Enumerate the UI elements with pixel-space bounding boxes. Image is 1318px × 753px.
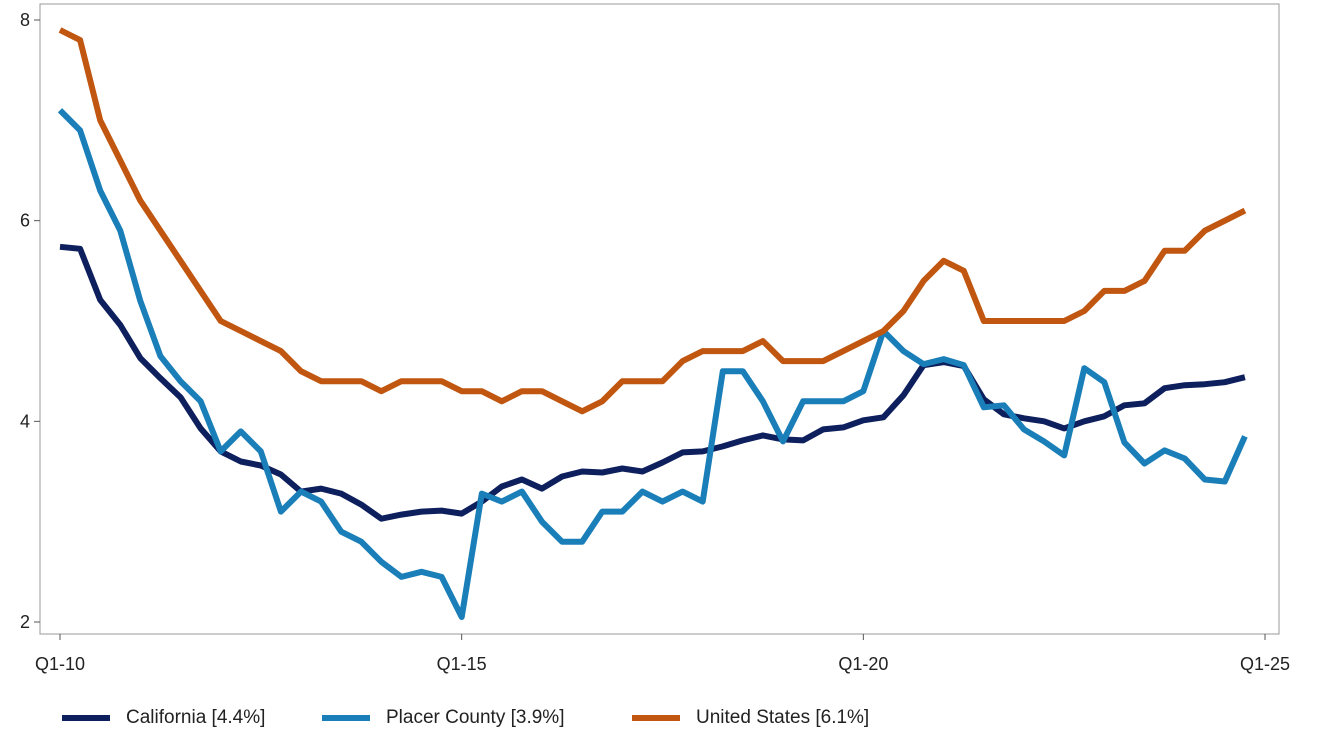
- series-lines: [57, 27, 1248, 620]
- line-chart: 2 4 6 8 Q1-10 Q1-15 Q1-20 Q1-25: [20, 3, 1290, 674]
- y-tick-label: 8: [20, 10, 30, 30]
- x-tick-label: Q1-15: [437, 654, 487, 674]
- axes: 2 4 6 8 Q1-10 Q1-15 Q1-20 Q1-25: [20, 10, 1290, 674]
- legend-swatch: [62, 715, 110, 721]
- legend-swatch: [632, 715, 680, 721]
- x-tick-label: Q1-10: [35, 654, 85, 674]
- series-line-3: [58, 27, 1247, 415]
- legend-label: Placer County [3.9%]: [386, 707, 565, 728]
- series-line-2: [57, 108, 1248, 620]
- legend: California [4.4%] Placer County [3.9%] Uni…: [0, 700, 1318, 736]
- legend-swatch: [322, 715, 370, 721]
- y-tick-label: 2: [20, 612, 30, 632]
- x-tick-label: Q1-25: [1240, 654, 1290, 674]
- legend-label: California [4.4%]: [126, 707, 266, 728]
- legend-label: United States [6.1%]: [696, 707, 870, 728]
- y-tick-label: 4: [20, 411, 30, 431]
- y-tick-label: 6: [20, 211, 30, 231]
- legend-item: United States [6.1%]: [632, 700, 869, 736]
- series-line-1: [59, 243, 1246, 522]
- plot-frame: [39, 3, 1280, 635]
- legend-item: California [4.4%]: [62, 700, 265, 736]
- legend-item: Placer County [3.9%]: [322, 700, 564, 736]
- x-tick-label: Q1-20: [838, 654, 888, 674]
